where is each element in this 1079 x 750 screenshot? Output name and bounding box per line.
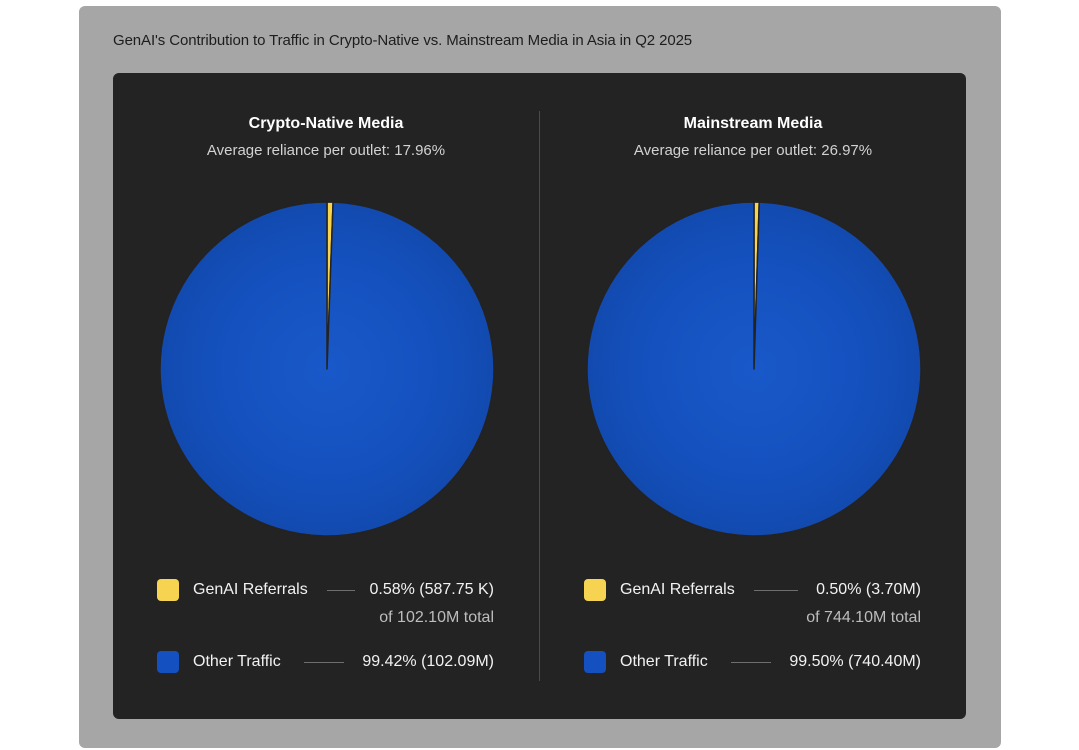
legend-connector [754, 590, 798, 591]
chart-title: Crypto-Native Media [248, 115, 404, 132]
legend-item-genai-referrals: GenAI Referrals 0.58% (587.75 K) of 102.… [157, 578, 497, 626]
chart-card: GenAI's Contribution to Traffic in Crypt… [79, 6, 1001, 748]
mainstream-chart: Mainstream Media Average reliance per ou… [540, 73, 966, 719]
legend-value: 99.50% (740.40M) [789, 653, 921, 670]
legend-label: GenAI Referrals [620, 581, 735, 598]
legend-value: 0.58% (587.75 K) [369, 581, 494, 598]
pie-chart [159, 201, 495, 537]
legend-item-other-traffic: Other Traffic 99.42% (102.09M) [157, 650, 497, 674]
legend-connector [327, 590, 355, 591]
pie-chart [586, 201, 922, 537]
legend-label: Other Traffic [620, 653, 708, 670]
legend-item-other-traffic: Other Traffic 99.50% (740.40M) [584, 650, 924, 674]
chart-subtitle: Average reliance per outlet: 26.97% [633, 142, 873, 159]
legend-value: 99.42% (102.09M) [362, 653, 494, 670]
chart-panel: Crypto-Native Media Average reliance per… [113, 73, 966, 719]
legend-label: GenAI Referrals [193, 581, 308, 598]
page-title: GenAI's Contribution to Traffic in Crypt… [113, 32, 693, 49]
legend-total: of 744.10M total [806, 609, 921, 626]
pie-slice-other-traffic [586, 201, 922, 537]
legend-value: 0.50% (3.70M) [816, 581, 921, 598]
pie-slice-other-traffic [159, 201, 495, 537]
legend-swatch-other [157, 651, 179, 673]
legend-swatch-genai [157, 579, 179, 601]
legend-swatch-other [584, 651, 606, 673]
legend-total: of 102.10M total [379, 609, 494, 626]
chart-title: Mainstream Media [683, 115, 823, 132]
legend-item-genai-referrals: GenAI Referrals 0.50% (3.70M) of 744.10M… [584, 578, 924, 626]
legend-label: Other Traffic [193, 653, 281, 670]
legend-swatch-genai [584, 579, 606, 601]
legend-connector [731, 662, 771, 663]
chart-subtitle: Average reliance per outlet: 17.96% [206, 142, 446, 159]
crypto-native-chart: Crypto-Native Media Average reliance per… [113, 73, 539, 719]
panel-divider [539, 111, 540, 681]
legend-connector [304, 662, 344, 663]
